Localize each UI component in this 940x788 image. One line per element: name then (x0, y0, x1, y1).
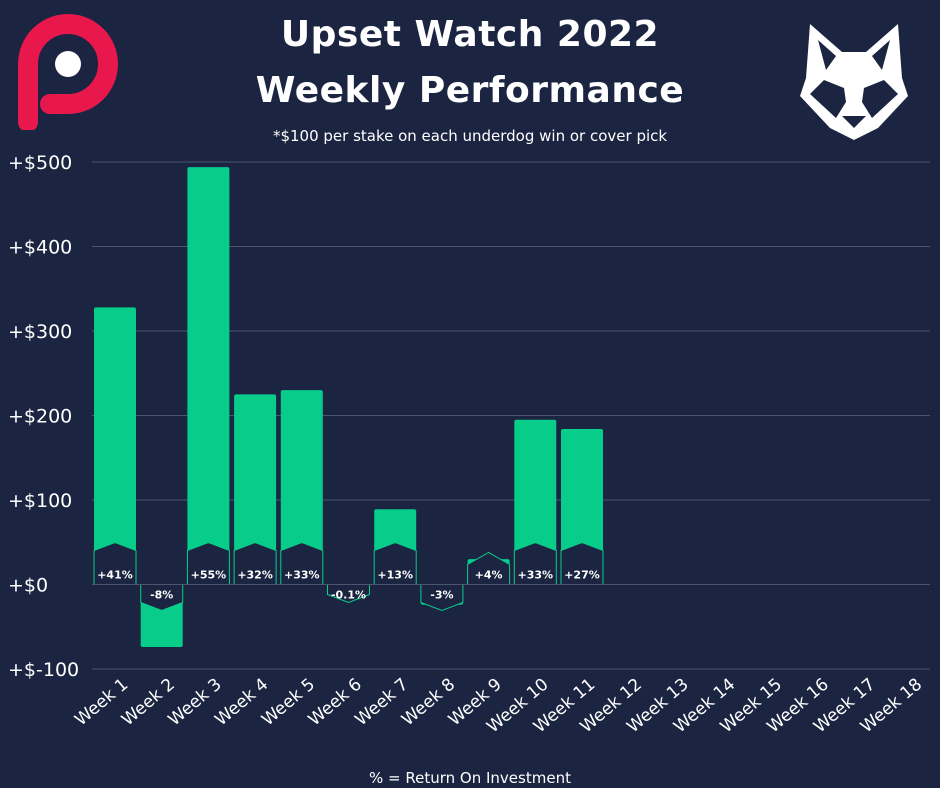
y-tick-label: +$400 (8, 237, 72, 259)
y-tick-label: +$500 (8, 152, 72, 174)
chart-title-line-1: Upset Watch 2022 (280, 14, 660, 55)
roi-label: +32% (237, 569, 273, 582)
roi-label: -8% (150, 589, 173, 602)
y-tick-label: +$0 (8, 575, 48, 597)
bar (514, 419, 557, 585)
y-tick-label: +$200 (8, 406, 72, 428)
roi-label: -0.1% (331, 589, 366, 602)
wolf-head-icon (800, 24, 908, 140)
bar (280, 390, 323, 585)
roi-label: +55% (191, 569, 227, 582)
roi-label: +33% (284, 569, 320, 582)
roi-label: +13% (377, 569, 413, 582)
bar (234, 394, 277, 585)
roi-label: +33% (518, 569, 554, 582)
y-tick-label: +$100 (8, 490, 72, 512)
y-tick-label: +$-100 (8, 659, 79, 681)
y-tick-label: +$300 (8, 321, 72, 343)
roi-footnote: % = Return On Investment (369, 769, 571, 787)
bar (561, 429, 603, 585)
p-logo-icon (18, 14, 118, 130)
roi-label: +27% (564, 569, 600, 582)
roi-label: +41% (97, 569, 133, 582)
roi-label: +4% (475, 569, 503, 582)
chart-subtitle: *$100 per stake on each underdog win or … (272, 127, 668, 145)
bar (187, 167, 230, 585)
roi-label: -3% (430, 589, 453, 602)
chart-title-line-2: Weekly Performance (255, 70, 685, 111)
bar (94, 307, 136, 585)
